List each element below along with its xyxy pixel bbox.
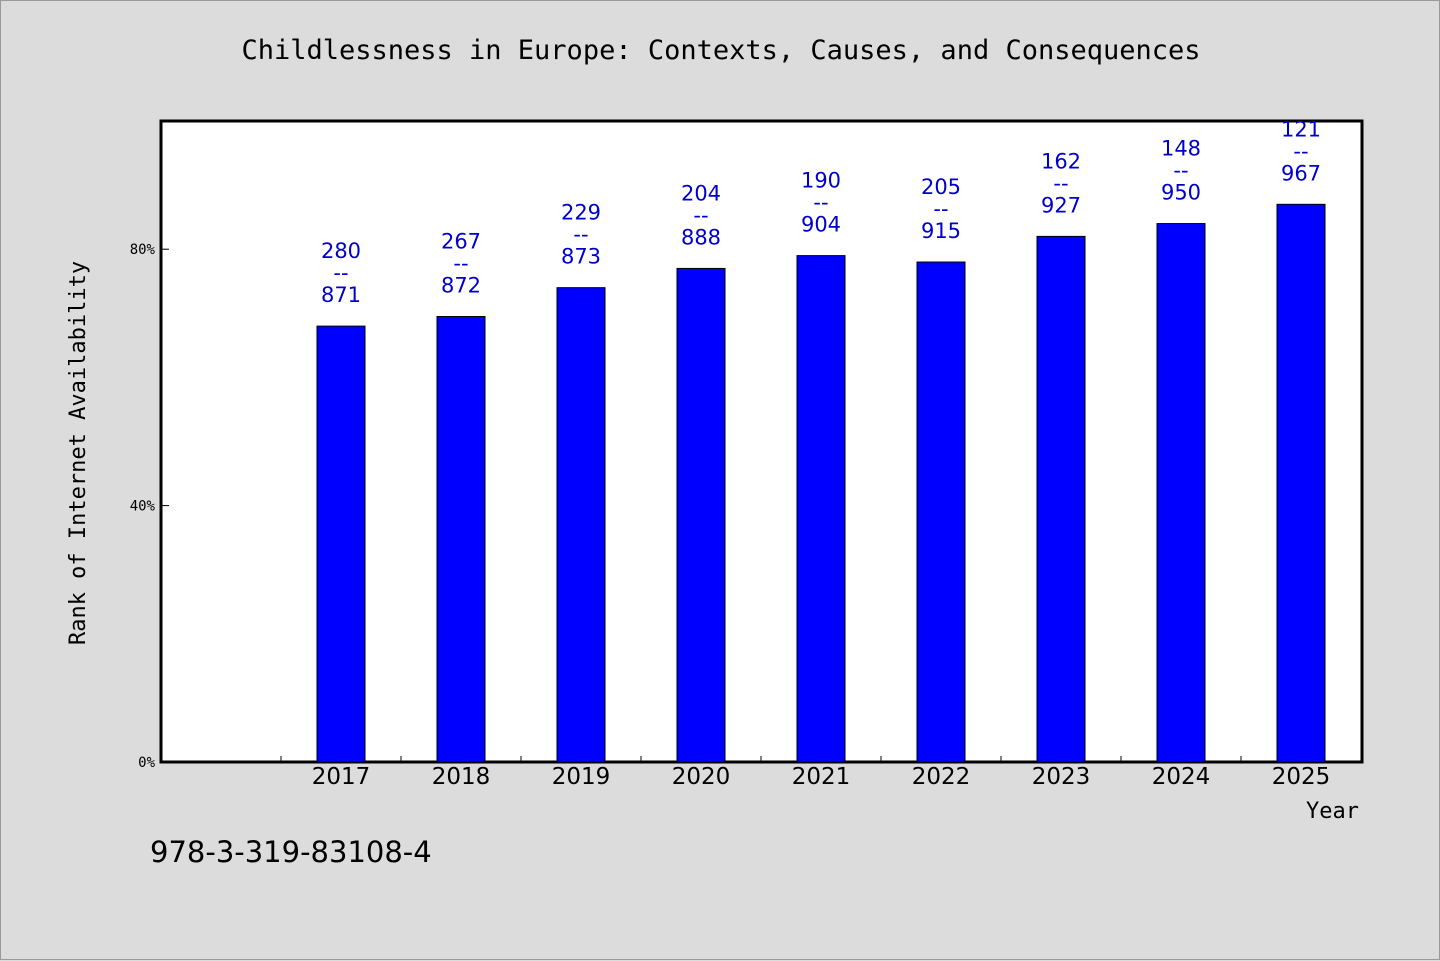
bar-2017 bbox=[316, 325, 366, 763]
data-label-top: 148 bbox=[1161, 137, 1201, 161]
data-label-separator: -- bbox=[1173, 159, 1188, 183]
bars-group bbox=[316, 203, 1326, 763]
bar-2021 bbox=[796, 255, 846, 763]
data-label-separator: -- bbox=[573, 223, 588, 247]
isbn-code: 978-3-319-83108-4 bbox=[150, 835, 432, 869]
data-label-separator: -- bbox=[933, 197, 948, 221]
y-tick-label: 80% bbox=[130, 242, 156, 258]
data-label-bottom: 950 bbox=[1161, 181, 1201, 205]
bar-2024 bbox=[1156, 223, 1206, 763]
data-label-bottom: 915 bbox=[921, 219, 961, 243]
chart-title: Childlessness in Europe: Contexts, Cause… bbox=[241, 35, 1201, 66]
x-tick-label: 2017 bbox=[312, 764, 371, 790]
data-label-separator: -- bbox=[813, 191, 828, 215]
data-label-bottom: 871 bbox=[321, 283, 361, 307]
x-axis-label: Year bbox=[1306, 799, 1359, 824]
bar-2022 bbox=[916, 261, 966, 763]
data-label-bottom: 904 bbox=[801, 213, 841, 237]
x-tick-label: 2024 bbox=[1152, 764, 1211, 790]
y-axis-label: Rank of Internet Availability bbox=[66, 261, 91, 645]
data-label-top: 205 bbox=[921, 175, 961, 199]
data-label-top: 162 bbox=[1041, 149, 1081, 173]
data-labels-group: 280--871267--872229--873204--888190--904… bbox=[321, 117, 1321, 307]
data-label-separator: -- bbox=[333, 261, 348, 285]
x-tick-label: 2020 bbox=[672, 764, 731, 790]
data-label-top: 190 bbox=[801, 169, 841, 193]
data-label-top: 229 bbox=[561, 201, 601, 225]
x-tick-label: 2022 bbox=[912, 764, 971, 790]
data-label-top: 204 bbox=[681, 181, 721, 205]
x-tick-label: 2021 bbox=[792, 764, 851, 790]
y-tick-label: 0% bbox=[138, 755, 155, 771]
data-label-top: 121 bbox=[1281, 117, 1321, 141]
bar-2025 bbox=[1276, 203, 1326, 763]
x-tick-label: 2023 bbox=[1032, 764, 1091, 790]
data-label-separator: -- bbox=[1053, 171, 1068, 195]
x-tick-label: 2019 bbox=[552, 764, 611, 790]
plot-area: 280--871267--872229--873204--888190--904… bbox=[159, 117, 1364, 764]
y-axis: 0% 40% 80% bbox=[130, 242, 169, 771]
x-axis: 2017 2018 2019 2020 2021 2022 2023 2024 2025 bbox=[280, 756, 1362, 790]
data-label-separator: -- bbox=[453, 252, 468, 276]
bar-2018 bbox=[436, 316, 486, 763]
bar-2023 bbox=[1036, 235, 1086, 763]
data-label-bottom: 873 bbox=[561, 245, 601, 269]
data-label-bottom: 927 bbox=[1041, 193, 1081, 217]
data-label-separator: -- bbox=[1293, 139, 1308, 163]
data-label-top: 280 bbox=[321, 239, 361, 263]
bar-2020 bbox=[676, 267, 726, 763]
data-label-bottom: 872 bbox=[441, 274, 481, 298]
data-label-separator: -- bbox=[693, 203, 708, 227]
data-label-bottom: 967 bbox=[1281, 161, 1321, 185]
x-tick-label: 2025 bbox=[1272, 764, 1331, 790]
y-tick-label: 40% bbox=[130, 499, 156, 515]
data-label-top: 267 bbox=[441, 230, 481, 254]
x-tick-label: 2018 bbox=[432, 764, 491, 790]
bar-2019 bbox=[556, 287, 606, 763]
data-label-bottom: 888 bbox=[681, 225, 721, 249]
